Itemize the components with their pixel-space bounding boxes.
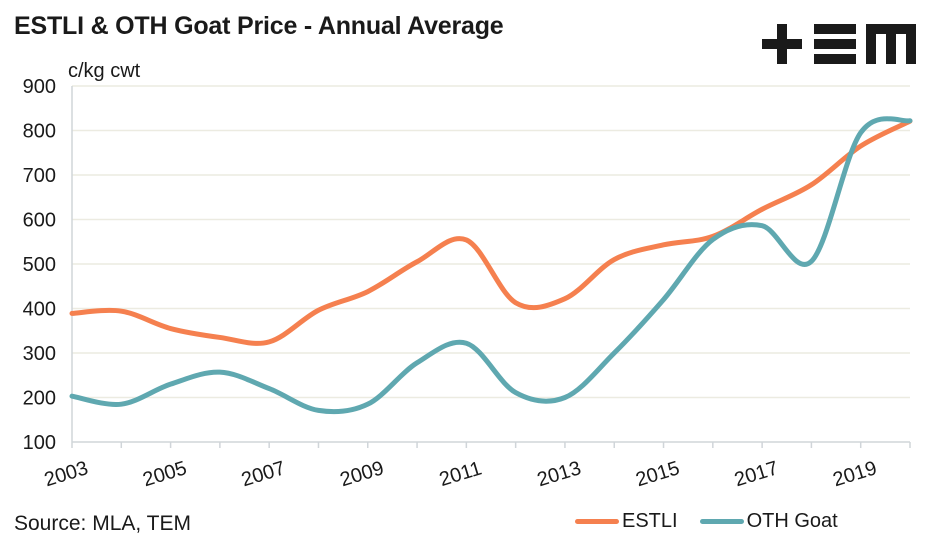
y-tick-label-100: 100 [23, 432, 56, 454]
logo-e-top [814, 24, 856, 34]
chart-title: ESTLI & OTH Goat Price - Annual Average [14, 12, 504, 40]
y-tick-label-800: 800 [23, 121, 56, 143]
source-note: Source: MLA, TEM [14, 512, 192, 535]
logo-m-middle [886, 24, 896, 64]
legend: ESTLI OTH Goat [575, 510, 860, 533]
y-tick-label-400: 400 [23, 299, 56, 321]
logo-plus-vertical [777, 24, 787, 64]
axes [71, 86, 911, 448]
x-tick-label-2005: 2005 [140, 457, 189, 491]
y-tick-label-600: 600 [23, 210, 56, 232]
y-tick-labels: 100 200 300 400 500 600 700 800 900 [23, 76, 56, 454]
legend-item-estli: ESTLI [575, 510, 678, 533]
legend-swatch-oth-goat [699, 519, 744, 524]
logo-e-middle [814, 39, 856, 49]
x-tick-label-2015: 2015 [633, 457, 682, 491]
y-tick-label-900: 900 [23, 76, 56, 98]
tem-logo [762, 24, 916, 64]
logo-m-right [906, 24, 916, 64]
y-axis-unit-label: c/kg cwt [68, 60, 141, 82]
x-tick-label-2007: 2007 [239, 457, 288, 491]
y-tick-label-700: 700 [23, 165, 56, 187]
x-tick-label-2011: 2011 [437, 457, 485, 491]
legend-item-oth-goat: OTH Goat [699, 510, 838, 533]
x-tick-label-2009: 2009 [338, 457, 387, 491]
series-line-oth-goat [69, 116, 913, 415]
x-tick-label-2013: 2013 [535, 457, 584, 491]
legend-swatch-estli [575, 519, 619, 524]
gridlines [72, 85, 910, 399]
logo-e-bottom [814, 54, 856, 64]
legend-label-estli: ESTLI [622, 510, 678, 532]
series-line-estli [69, 118, 913, 346]
y-tick-label-200: 200 [23, 388, 56, 410]
y-tick-label-300: 300 [23, 343, 56, 365]
x-tick-label-2019: 2019 [830, 457, 879, 491]
y-tick-label-500: 500 [23, 254, 56, 276]
logo-m-left [866, 24, 876, 64]
x-tick-labels: 2003 2005 2007 2009 2011 2013 2015 2017 2019 [42, 457, 880, 491]
x-tick-label-2017: 2017 [732, 457, 781, 491]
series-lines [69, 116, 913, 415]
x-tick-label-2003: 2003 [42, 457, 91, 491]
legend-label-oth-goat: OTH Goat [746, 510, 838, 532]
